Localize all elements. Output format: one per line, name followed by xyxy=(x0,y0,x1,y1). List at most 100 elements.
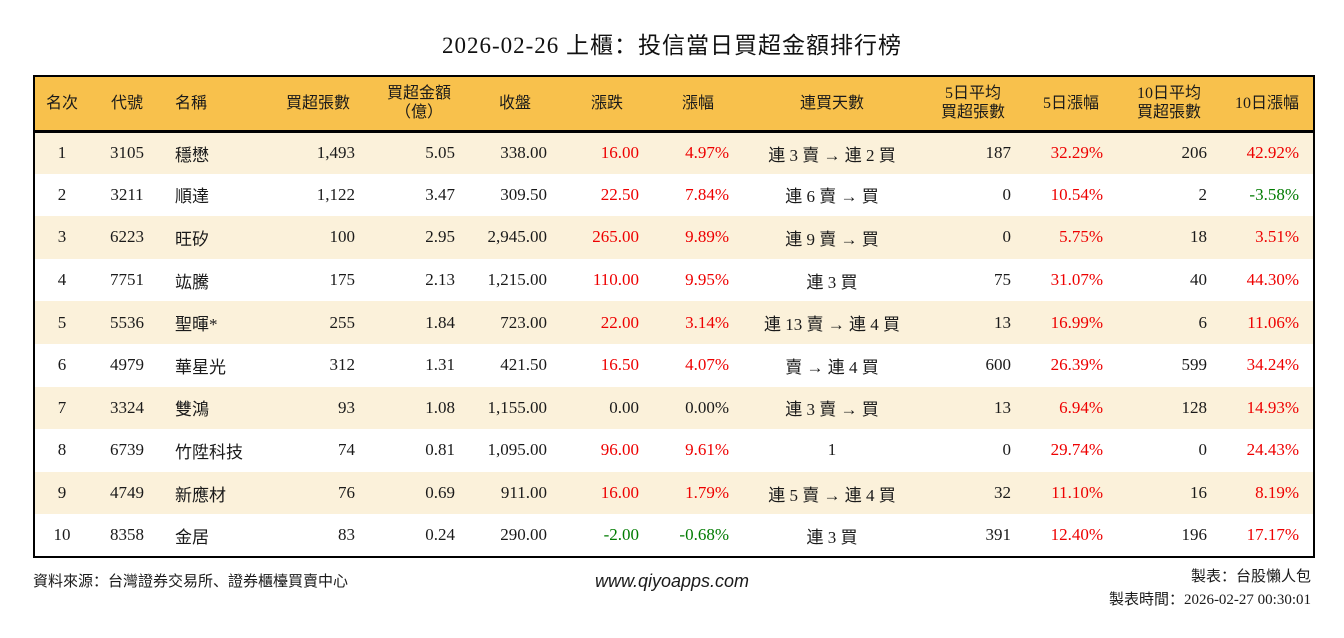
cell-change_pct: 9.89% xyxy=(685,227,729,247)
cell-pct10: 3.51% xyxy=(1255,227,1299,247)
cell-change_pct: 4.07% xyxy=(685,355,729,375)
cell-streak: 連 13 賣 → 連 4 買 xyxy=(764,315,900,335)
cell-buy_amt: 1.84 xyxy=(425,312,455,332)
table-row: 2 3211 順達 1,122 3.47 309.50 22.50 7.84% 連 6 賣 → … xyxy=(34,173,1314,217)
table-row: 9 4749 新應材 76 0.69 911.00 16.00 1.79% 連 5 賣 → 連 … xyxy=(34,471,1314,515)
website-text: www.qiyoapps.com xyxy=(594,570,750,591)
cell-code: 6739 xyxy=(110,440,144,460)
cell-close: 290.00 xyxy=(500,525,547,545)
cell-code: 7751 xyxy=(110,270,144,290)
cell-buy_vol: 93 xyxy=(338,397,355,417)
col-header-streak: 連買天數 xyxy=(743,76,921,133)
cell-rank: 2 xyxy=(57,184,67,204)
footer: 資料來源：台灣證券交易所、證券櫃檯買賣中心 www.qiyoapps.com 製… xyxy=(33,566,1311,613)
cell-streak: 連 6 賣 → 買 xyxy=(785,187,879,207)
cell-buy_vol: 100 xyxy=(329,227,356,247)
cell-change: 0.00 xyxy=(609,397,639,417)
cell-pct5: 32.29% xyxy=(1050,143,1103,163)
cell-buy_amt: 3.47 xyxy=(425,184,455,204)
cell-change_pct: 1.79% xyxy=(685,483,729,503)
cell-change: 16.00 xyxy=(600,483,639,503)
table-row: 5 5536 聖暉* 255 1.84 723.00 22.00 3.14% 連 13 賣 → … xyxy=(34,301,1314,344)
table-row: 7 3324 雙鴻 93 1.08 1,155.00 0.00 0.00% 連 3 賣 → 買 1… xyxy=(34,386,1314,430)
ranking-table: 名次 代號 名稱 買超張數 買超金額 （億） 收盤 漲跌 漲幅 連買天數 5日平均 買超張數 5日漲幅 1… xyxy=(33,75,1315,558)
cell-buy_amt: 0.24 xyxy=(425,525,455,545)
cell-name: 順達 xyxy=(175,187,209,207)
col-header-buy_vol: 買超張數 xyxy=(267,76,369,133)
cell-streak: 連 3 買 xyxy=(806,527,858,547)
cell-code: 8358 xyxy=(110,525,144,545)
cell-avg5_vol: 391 xyxy=(985,525,1012,545)
cell-avg10_vol: 0 xyxy=(1198,440,1208,460)
cell-streak: 連 3 買 xyxy=(806,272,858,292)
cell-buy_amt: 2.13 xyxy=(425,270,455,290)
table-body: 1 3105 穩懋 1,493 5.05 338.00 16.00 4.97% 連 3 賣 → … xyxy=(34,131,1314,557)
table-row: 10 8358 金居 83 0.24 290.00 -2.00 -0.68% 連 3 買 391 1… xyxy=(34,514,1314,557)
cell-buy_vol: 1,122 xyxy=(316,184,355,204)
cell-pct10: -3.58% xyxy=(1249,184,1299,204)
cell-avg5_vol: 0 xyxy=(1002,227,1012,247)
cell-name: 穩懋 xyxy=(175,145,209,165)
cell-avg10_vol: 18 xyxy=(1190,227,1207,247)
cell-buy_vol: 255 xyxy=(329,312,356,332)
cell-rank: 10 xyxy=(53,525,71,545)
cell-avg5_vol: 0 xyxy=(1002,440,1012,460)
cell-change: 16.00 xyxy=(600,143,639,163)
cell-name: 聖暉* xyxy=(175,315,218,335)
cell-change: 265.00 xyxy=(592,227,639,247)
col-header-change_pct: 漲幅 xyxy=(653,76,743,133)
cell-name: 新應材 xyxy=(175,485,226,505)
cell-close: 1,095.00 xyxy=(487,440,548,460)
col-header-pct10: 10日漲幅 xyxy=(1221,76,1314,133)
cell-pct5: 16.99% xyxy=(1050,312,1103,332)
cell-code: 3211 xyxy=(110,184,144,204)
col-header-buy_amt: 買超金額 （億） xyxy=(369,76,469,133)
page-title: 2026-02-26 上櫃：投信當日買超金額排行榜 xyxy=(441,33,903,58)
cell-avg5_vol: 13 xyxy=(994,397,1011,417)
cell-pct5: 6.94% xyxy=(1059,397,1103,417)
cell-avg5_vol: 13 xyxy=(994,312,1011,332)
cell-close: 723.00 xyxy=(500,312,547,332)
cell-rank: 3 xyxy=(57,227,67,247)
cell-code: 6223 xyxy=(110,227,144,247)
cell-buy_amt: 1.31 xyxy=(425,355,455,375)
cell-buy_vol: 1,493 xyxy=(316,143,355,163)
col-header-avg5_vol: 5日平均 買超張數 xyxy=(921,76,1025,133)
cell-change: 22.00 xyxy=(600,312,639,332)
col-header-code: 代號 xyxy=(89,76,165,133)
cell-code: 4979 xyxy=(110,355,144,375)
cell-close: 1,155.00 xyxy=(487,397,548,417)
cell-pct5: 11.10% xyxy=(1051,483,1103,503)
cell-pct10: 11.06% xyxy=(1247,312,1299,332)
table-row: 8 6739 竹陞科技 74 0.81 1,095.00 96.00 9.61% 1 0 29.74… xyxy=(34,429,1314,472)
cell-buy_amt: 5.05 xyxy=(425,143,455,163)
cell-rank: 9 xyxy=(57,483,67,503)
cell-buy_vol: 175 xyxy=(329,270,356,290)
cell-streak: 連 5 賣 → 連 4 買 xyxy=(768,485,896,505)
cell-pct10: 17.17% xyxy=(1246,525,1299,545)
cell-streak: 1 xyxy=(827,440,837,460)
cell-change_pct: 3.14% xyxy=(685,312,729,332)
cell-rank: 5 xyxy=(57,312,67,332)
data-source-text: 資料來源：台灣證券交易所、證券櫃檯買賣中心 xyxy=(33,573,349,590)
cell-pct5: 12.40% xyxy=(1050,525,1103,545)
cell-avg5_vol: 187 xyxy=(985,143,1012,163)
cell-name: 旺矽 xyxy=(175,229,209,249)
cell-streak: 連 3 賣 → 連 2 買 xyxy=(768,145,896,165)
cell-buy_vol: 74 xyxy=(338,440,355,460)
col-header-close: 收盤 xyxy=(469,76,561,133)
cell-pct10: 42.92% xyxy=(1246,143,1299,163)
cell-avg10_vol: 599 xyxy=(1181,355,1208,375)
cell-avg5_vol: 75 xyxy=(994,270,1011,290)
cell-change: 16.50 xyxy=(600,355,639,375)
cell-buy_amt: 2.95 xyxy=(425,227,455,247)
table-header: 名次 代號 名稱 買超張數 買超金額 （億） 收盤 漲跌 漲幅 連買天數 5日平均 買超張數 5日漲幅 1… xyxy=(34,76,1314,133)
cell-buy_amt: 1.08 xyxy=(425,397,455,417)
maker-text: 製表：台股懶人包 xyxy=(1191,568,1312,585)
cell-code: 3105 xyxy=(110,143,144,163)
col-header-pct5: 5日漲幅 xyxy=(1025,76,1117,133)
table-row: 3 6223 旺矽 100 2.95 2,945.00 265.00 9.89% 連 9 賣 →… xyxy=(34,216,1314,259)
cell-close: 421.50 xyxy=(500,355,547,375)
cell-buy_amt: 0.81 xyxy=(425,440,455,460)
cell-pct5: 31.07% xyxy=(1050,270,1103,290)
